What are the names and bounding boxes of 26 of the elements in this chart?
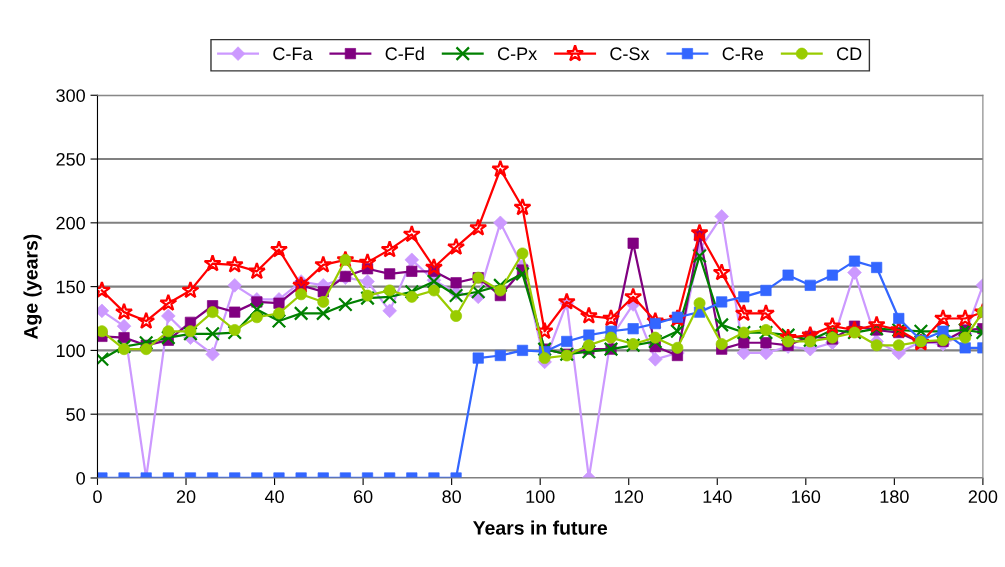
y-tick-label: 250 (56, 152, 85, 166)
x-tick-label: 140 (703, 490, 732, 504)
x-tick-label: 180 (880, 490, 909, 504)
x-tick-label: 40 (264, 490, 284, 504)
y-axis-title: Age (years) (23, 234, 42, 340)
y-tick-label: 200 (56, 216, 85, 230)
x-tick-label: 80 (442, 490, 461, 504)
x-tick-label: 60 (353, 490, 373, 504)
x-tick-label: 160 (792, 490, 821, 504)
x-tick-label: 20 (176, 490, 196, 504)
y-tick-label: 50 (66, 408, 85, 421)
legend-label: C-Px (497, 47, 537, 61)
legend-label: C-Sx (610, 47, 650, 61)
legend-label: CD (837, 47, 862, 61)
x-tick-label: 120 (615, 490, 644, 504)
y-tick-label: 300 (56, 89, 85, 102)
x-tick-label: 0 (93, 490, 102, 504)
legend-label: C-Re (722, 47, 764, 61)
legend-label: C-Fa (273, 47, 313, 61)
x-axis-title: Years in future (472, 520, 608, 535)
y-tick-label: 150 (56, 280, 85, 294)
y-tick-label: 100 (56, 344, 85, 358)
x-tick-label: 200 (968, 490, 998, 504)
x-tick-label: 100 (526, 490, 555, 504)
legend-label: C-Fd (385, 46, 424, 61)
y-tick-label: 0 (76, 471, 85, 485)
